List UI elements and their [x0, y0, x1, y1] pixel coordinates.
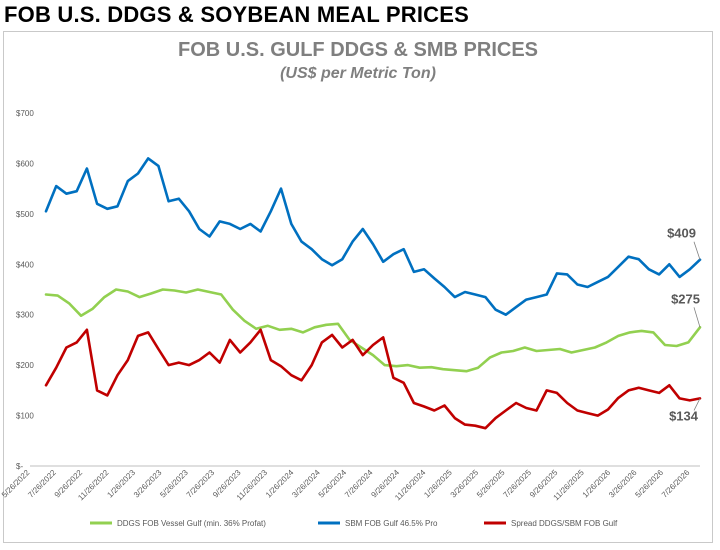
x-axis: 5/26/20227/26/20229/26/202211/26/20221/2…	[0, 465, 700, 502]
series-lines	[44, 157, 702, 430]
end-label-1: $409	[667, 226, 696, 241]
chart-title: FOB U.S. GULF DDGS & SMB PRICES	[178, 39, 538, 61]
x-tick-label: 7/26/2026	[660, 468, 692, 500]
y-tick-label: $200	[16, 361, 34, 370]
series-line-0	[44, 288, 702, 373]
series-line-1	[44, 157, 702, 316]
chart-frame	[3, 31, 713, 543]
series-line-2	[44, 328, 702, 430]
page-title: FOB U.S. DDGS & SOYBEAN MEAL PRICES	[4, 2, 469, 27]
end-label-leader	[693, 307, 701, 328]
end-label-0: $275	[671, 291, 700, 306]
legend-label: DDGS FOB Vessel Gulf (min. 36% Profat)	[117, 519, 266, 528]
y-tick-label: $300	[16, 311, 34, 320]
y-tick-label: $700	[16, 109, 34, 118]
y-tick-label: $500	[16, 210, 34, 219]
y-tick-label: $600	[16, 159, 34, 168]
legend-label: Spread DDGS/SBM FOB Gulf	[511, 519, 618, 528]
end-label-leader	[693, 398, 701, 411]
y-tick-label: $-	[16, 462, 23, 471]
y-axis: $- $100 $200 $300 $400 $500 $600 $700	[16, 109, 34, 471]
end-label-leader	[693, 241, 701, 260]
end-label-2: $134	[669, 408, 699, 423]
end-labels: $275 $409 $134	[667, 226, 701, 423]
legend: DDGS FOB Vessel Gulf (min. 36% Profat) SB…	[90, 519, 618, 528]
y-tick-label: $400	[16, 260, 34, 269]
legend-label: SBM FOB Gulf 46.5% Pro	[345, 519, 438, 528]
chart-subtitle: (US$ per Metric Ton)	[280, 65, 436, 82]
y-tick-label: $100	[16, 412, 34, 421]
